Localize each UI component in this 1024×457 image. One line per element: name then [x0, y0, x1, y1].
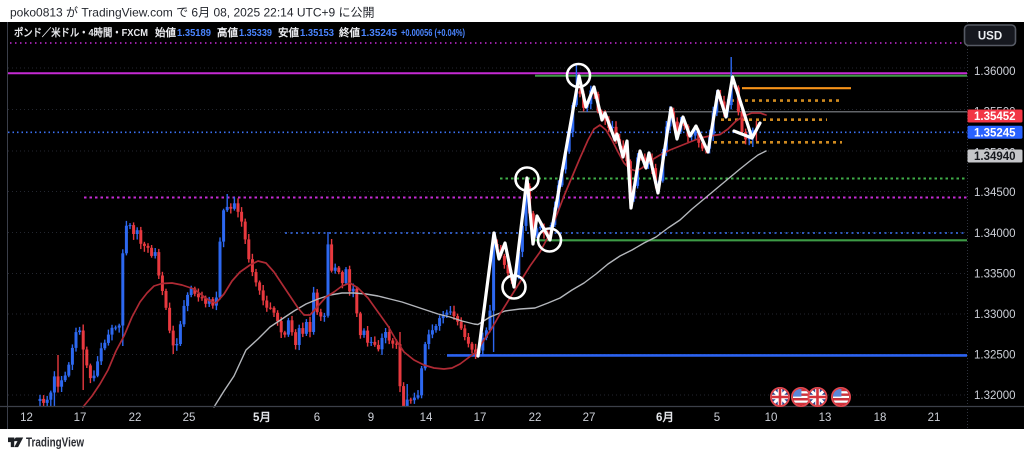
svg-text:1.32500: 1.32500	[974, 350, 1016, 362]
svg-text:1.33000: 1.33000	[974, 309, 1016, 321]
svg-text:TradingView: TradingView	[26, 436, 84, 450]
svg-text:始値: 始値	[155, 26, 176, 39]
svg-text:22: 22	[529, 412, 542, 424]
svg-text:22: 22	[129, 412, 142, 424]
svg-text:21: 21	[928, 412, 941, 424]
svg-text:1.34500: 1.34500	[974, 187, 1016, 199]
svg-text:+0.00056 (+0.04%): +0.00056 (+0.04%)	[401, 27, 465, 39]
svg-text:1.33500: 1.33500	[974, 269, 1016, 281]
svg-text:5: 5	[714, 412, 720, 424]
svg-text:17: 17	[474, 412, 487, 424]
svg-text:10: 10	[765, 412, 778, 424]
svg-text:1.36000: 1.36000	[974, 66, 1016, 78]
svg-text:25: 25	[183, 412, 196, 424]
svg-text:18: 18	[874, 412, 887, 424]
svg-text:1.35189: 1.35189	[177, 27, 211, 39]
svg-text:1.35153: 1.35153	[300, 27, 334, 39]
svg-text:ポンド／米ドル・4時間・FXCM: ポンド／米ドル・4時間・FXCM	[14, 26, 148, 39]
svg-text:27: 27	[583, 412, 596, 424]
svg-text:終値: 終値	[339, 26, 360, 39]
svg-text:6: 6	[314, 412, 320, 424]
svg-text:1.34000: 1.34000	[974, 228, 1016, 240]
svg-text:安値: 安値	[278, 26, 299, 39]
svg-text:1.35452: 1.35452	[974, 111, 1016, 123]
svg-text:6月: 6月	[656, 411, 674, 424]
svg-text:1.34940: 1.34940	[974, 151, 1016, 163]
svg-text:1.32000: 1.32000	[974, 390, 1016, 402]
svg-text:USD: USD	[978, 31, 1002, 43]
svg-text:14: 14	[420, 412, 433, 424]
svg-text:1.35245: 1.35245	[974, 127, 1016, 139]
svg-text:9: 9	[368, 412, 374, 424]
svg-text:5月: 5月	[253, 411, 271, 424]
svg-text:13: 13	[819, 412, 832, 424]
svg-text:1.35245: 1.35245	[361, 27, 397, 39]
svg-text:高値: 高値	[217, 26, 238, 39]
svg-text:poko0813 が TradingView.com で 6: poko0813 が TradingView.com で 6月 08, 2025…	[10, 5, 375, 20]
svg-text:1.35339: 1.35339	[239, 27, 272, 39]
svg-text:12: 12	[20, 412, 33, 424]
svg-text:17: 17	[74, 412, 87, 424]
